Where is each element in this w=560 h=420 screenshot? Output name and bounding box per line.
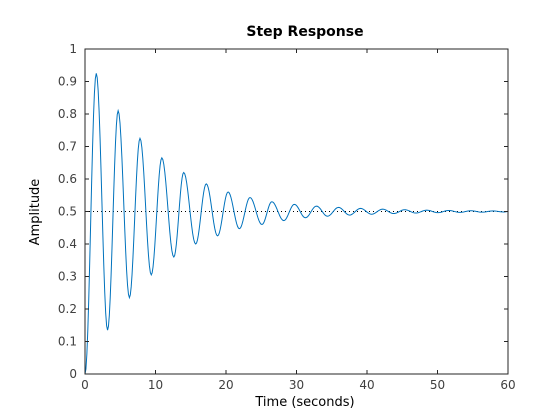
y-tick-label: 1 xyxy=(69,42,77,56)
x-tick-label: 60 xyxy=(500,378,515,392)
x-tick-label: 10 xyxy=(148,378,163,392)
y-tick-label: 0 xyxy=(69,367,77,381)
x-tick-label: 30 xyxy=(289,378,304,392)
x-tick-label: 20 xyxy=(218,378,233,392)
x-axis-label: Time (seconds) xyxy=(254,395,354,410)
y-tick-label: 0.1 xyxy=(58,335,77,349)
y-tick-label: 0.4 xyxy=(58,237,77,251)
y-tick-label: 0.7 xyxy=(58,140,77,154)
chart-title: Step Response xyxy=(246,24,363,40)
x-tick-label: 40 xyxy=(359,378,374,392)
y-tick-label: 0.5 xyxy=(58,205,77,219)
y-tick-label: 0.9 xyxy=(58,75,77,89)
x-axis-ticks: 0 10 20 30 40 50 60 xyxy=(81,49,516,392)
y-axis-ticks: 0 0.1 0.2 0.3 0.4 0.5 0.6 0.7 0.8 0.9 1 xyxy=(58,42,508,381)
y-tick-label: 0.6 xyxy=(58,172,77,186)
y-axis-label: Amplitude xyxy=(28,179,43,246)
x-tick-label: 0 xyxy=(81,378,89,392)
y-tick-label: 0.8 xyxy=(58,107,77,121)
y-tick-label: 0.2 xyxy=(58,302,77,316)
x-tick-label: 50 xyxy=(430,378,445,392)
series-line-step-response xyxy=(84,73,509,375)
series-layer xyxy=(84,73,509,375)
y-tick-label: 0.3 xyxy=(58,270,77,284)
